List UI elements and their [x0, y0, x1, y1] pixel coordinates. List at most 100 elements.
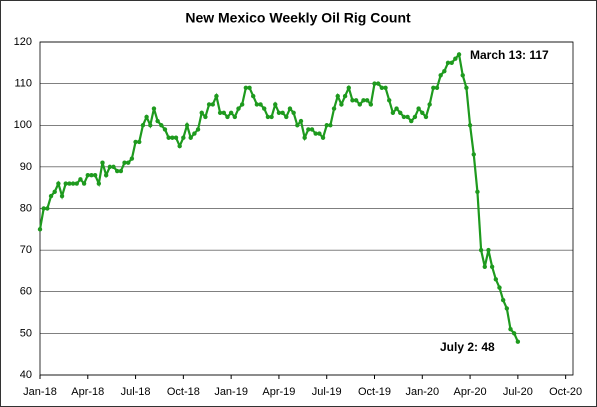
data-point	[401, 114, 407, 120]
x-tick-label: Apr-20	[454, 386, 487, 398]
data-point	[170, 135, 175, 140]
data-point	[129, 156, 135, 161]
data-point	[100, 160, 105, 165]
data-point	[471, 152, 476, 157]
data-point	[368, 102, 374, 107]
data-point	[398, 110, 403, 115]
data-point	[48, 193, 54, 199]
data-point	[37, 227, 43, 232]
data-point	[273, 102, 278, 107]
data-point	[56, 181, 61, 186]
plot-area	[39, 41, 574, 376]
data-point	[45, 206, 50, 211]
chart-title: New Mexico Weekly Oil Rig Count	[185, 10, 411, 26]
data-point	[228, 110, 234, 115]
data-point	[192, 131, 197, 136]
y-tick-label: 60	[20, 286, 32, 298]
data-point	[67, 181, 72, 186]
data-point	[372, 81, 377, 86]
x-tick-label: Oct-19	[358, 386, 391, 398]
data-point	[148, 123, 153, 128]
data-point	[258, 102, 263, 107]
data-point	[103, 173, 109, 178]
data-point	[328, 123, 333, 128]
annotation: July 2: 48	[440, 340, 495, 354]
data-point	[493, 277, 499, 282]
data-point	[390, 110, 396, 115]
data-point	[159, 123, 164, 128]
data-point	[331, 106, 337, 111]
data-point	[111, 164, 116, 170]
y-tick-label: 40	[20, 369, 32, 381]
data-point	[511, 331, 517, 336]
data-point	[188, 135, 193, 140]
data-point	[497, 285, 502, 290]
data-point	[236, 106, 241, 111]
data-point	[122, 160, 127, 165]
data-point	[214, 93, 219, 99]
data-point	[287, 106, 293, 111]
x-tick-label: Jul-18	[121, 386, 151, 398]
data-point	[500, 297, 506, 303]
x-tick-label: Jan-19	[214, 386, 248, 398]
data-point	[306, 127, 311, 132]
data-point	[342, 93, 348, 99]
data-point	[239, 102, 245, 107]
data-point	[394, 106, 399, 111]
x-tick-label: Jul-19	[312, 386, 342, 398]
data-point	[434, 85, 440, 90]
data-point	[232, 114, 238, 120]
data-point	[133, 139, 138, 145]
data-point	[420, 110, 425, 115]
data-point	[92, 173, 98, 178]
data-point	[383, 85, 388, 90]
data-point	[431, 85, 436, 90]
data-point	[59, 193, 65, 199]
data-point	[409, 118, 414, 124]
x-tick-label: Jul-20	[503, 386, 533, 398]
data-point	[464, 85, 469, 90]
data-point	[225, 114, 230, 120]
data-point	[269, 114, 274, 120]
data-point	[162, 127, 168, 132]
data-point	[339, 102, 344, 107]
data-point	[515, 339, 521, 344]
y-tick-label: 50	[20, 327, 32, 339]
data-point	[203, 114, 208, 120]
annotation: March 13: 117	[470, 48, 549, 62]
data-point	[254, 102, 260, 107]
data-point	[118, 168, 124, 174]
data-point	[195, 127, 201, 132]
data-point	[63, 181, 68, 186]
data-point	[453, 56, 458, 61]
data-point	[89, 173, 94, 178]
data-point	[298, 118, 304, 124]
data-point	[96, 181, 102, 186]
data-point	[467, 123, 473, 128]
x-tick-label: Oct-18	[167, 386, 200, 398]
data-point	[137, 139, 142, 145]
data-point	[482, 264, 487, 269]
y-tick-label: 100	[14, 119, 32, 131]
data-point	[221, 110, 226, 115]
data-point	[361, 98, 366, 103]
data-point	[166, 135, 171, 140]
data-point	[262, 106, 267, 111]
data-point	[375, 81, 381, 86]
data-point	[313, 131, 318, 136]
data-point	[364, 98, 370, 103]
data-point	[126, 160, 131, 165]
y-tick-label: 120	[14, 36, 32, 48]
data-point	[184, 123, 190, 128]
data-point	[416, 106, 421, 111]
x-tick-label: Jan-18	[23, 386, 57, 398]
data-point	[486, 247, 491, 253]
x-tick-label: Oct-20	[549, 386, 582, 398]
data-point	[335, 93, 340, 99]
data-point	[155, 118, 160, 124]
data-point	[140, 123, 146, 128]
data-point	[324, 123, 329, 128]
data-point	[41, 206, 46, 211]
data-point	[107, 164, 113, 170]
